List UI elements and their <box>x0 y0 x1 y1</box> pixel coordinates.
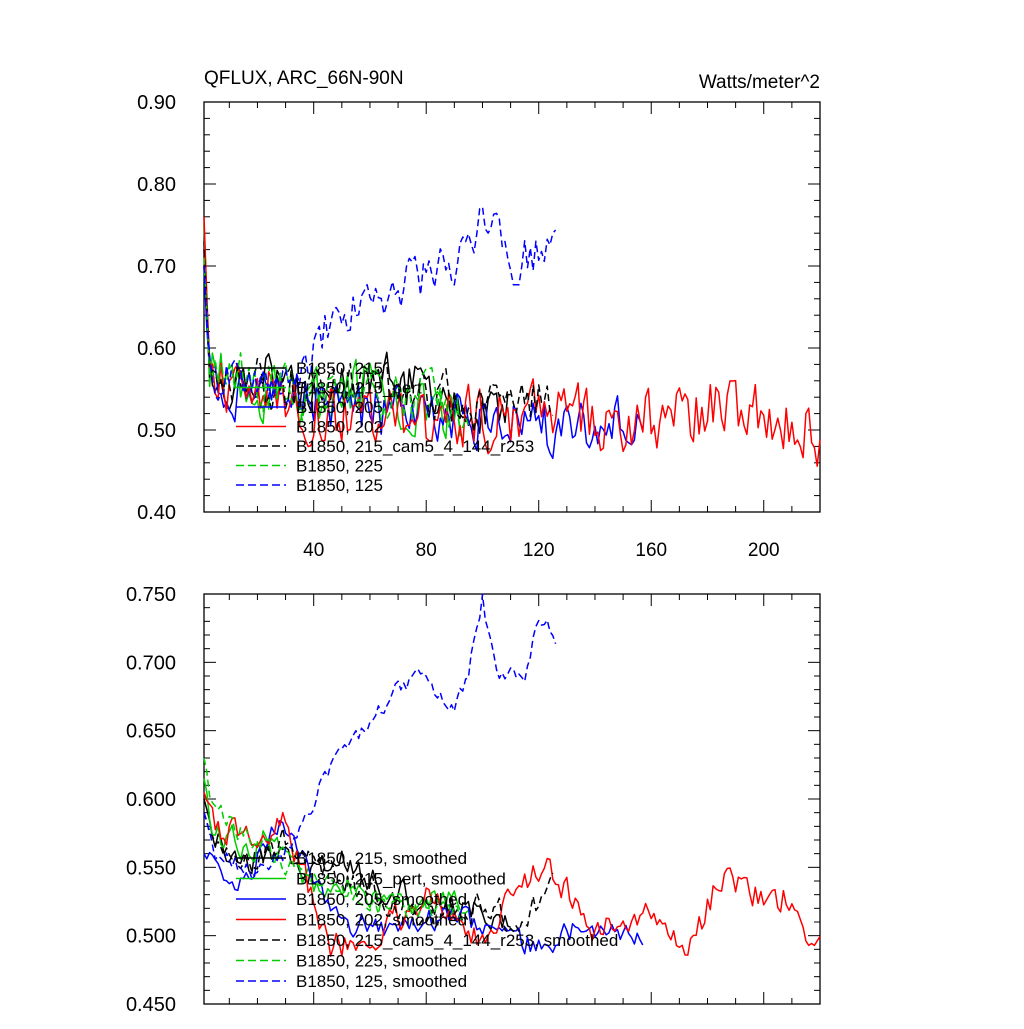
y-tick-label: 0.600 <box>126 789 176 811</box>
x-tick-label: 40 <box>303 540 324 561</box>
legend-label: B1850, 215_pert, smoothed <box>296 870 506 889</box>
y-tick-label: 0.650 <box>126 721 176 743</box>
legend-label: B1850, 215 <box>296 359 383 378</box>
legend-label: B1850, 215_cam5_4_144_r253 <box>296 437 534 456</box>
plot-frame <box>203 101 821 513</box>
x-tick-label: 160 <box>635 540 667 561</box>
series-line <box>203 257 470 429</box>
y-tick-label: 0.450 <box>126 994 176 1016</box>
legend-label: B1850, 215_cam5_4_144_r253, smoothed <box>296 931 618 950</box>
legend-label: B1850, 205, smoothed <box>296 890 467 909</box>
units-label: Watts/meter^2 <box>699 72 820 93</box>
y-tick-label: 0.50 <box>137 420 176 442</box>
series-line <box>203 757 469 921</box>
x-tick-label: 120 <box>523 540 555 561</box>
legend-label: B1850, 225 <box>296 457 383 476</box>
series-line <box>203 812 554 933</box>
y-tick-label: 0.70 <box>137 256 176 278</box>
series-line <box>203 778 461 911</box>
x-tick-label: 80 <box>416 540 437 561</box>
legend-label: B1850, 202, smoothed <box>296 911 467 930</box>
legend-label: B1850, 202 <box>296 418 383 437</box>
top-panel: 0.40 0.50 0.60 0.70 0.80 0.90 40 80 120 160 200 B18… <box>137 92 821 561</box>
legend-label: B1850, 125 <box>296 476 383 495</box>
y-tick-label: 0.550 <box>126 857 176 879</box>
y-tick-label: 0.40 <box>137 502 176 524</box>
legend-label: B1850, 215_pert <box>296 379 422 398</box>
series-line <box>203 249 554 434</box>
y-tick-label: 0.90 <box>137 92 176 114</box>
y-tick-label: 0.700 <box>126 652 176 674</box>
legend-label: B1850, 225, smoothed <box>296 952 467 971</box>
series-line <box>203 216 821 467</box>
series-line <box>203 819 644 955</box>
legend-label: B1850, 205 <box>296 398 383 417</box>
series-line <box>203 593 557 880</box>
series-line <box>203 791 821 957</box>
x-tick-label: 200 <box>748 540 780 561</box>
y-tick-label: 0.750 <box>126 584 176 606</box>
y-tick-label: 0.60 <box>137 338 176 360</box>
chart-title: QFLUX, ARC_66N-90N <box>204 68 404 89</box>
legend-label: B1850, 215, smoothed <box>296 849 467 868</box>
series-line <box>203 206 557 401</box>
y-tick-label: 0.80 <box>137 174 176 196</box>
bottom-panel: 0.450 0.500 0.550 0.600 0.650 0.700 0.750 B1850… <box>126 584 821 1016</box>
legend-label: B1850, 125, smoothed <box>296 972 467 991</box>
y-tick-label: 0.500 <box>126 926 176 948</box>
